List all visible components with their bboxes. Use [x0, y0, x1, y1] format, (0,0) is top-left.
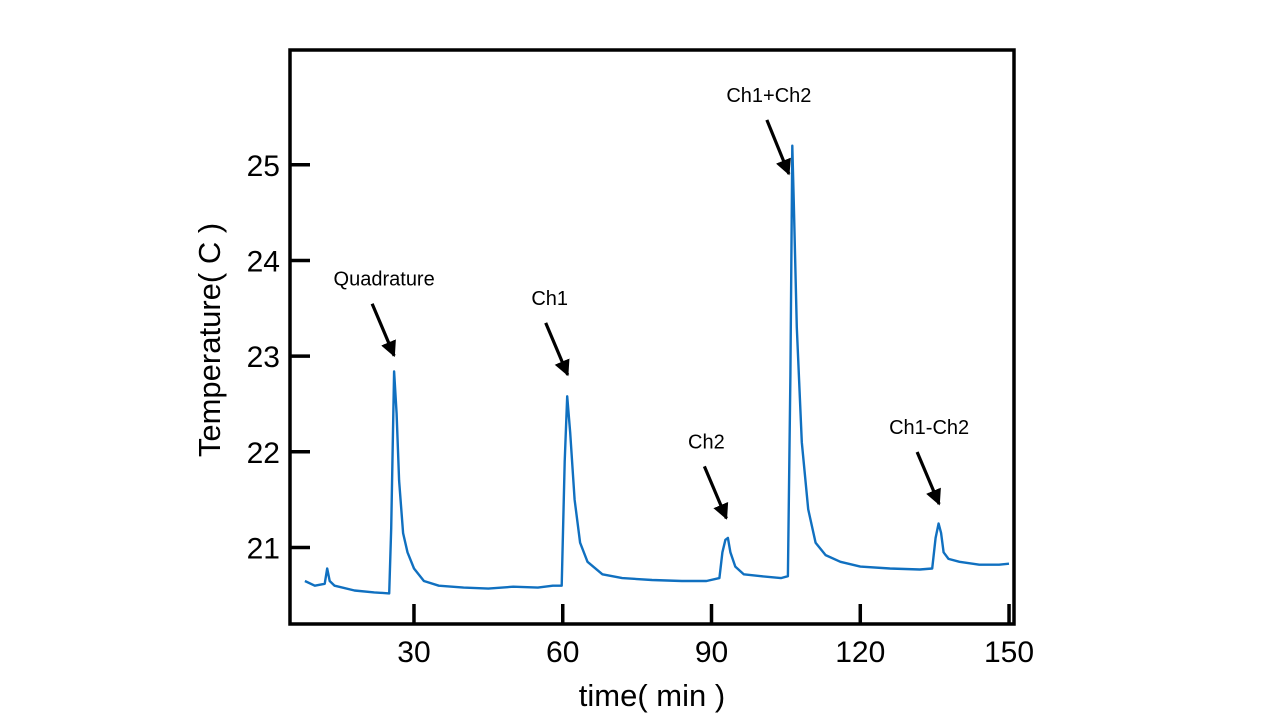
plot-frame: [288, 48, 1016, 626]
y-tick-label: 21: [247, 532, 280, 565]
x-tick-label: 120: [835, 636, 885, 669]
annotation-label: Quadrature: [334, 269, 435, 291]
annotation-label: Ch1+Ch2: [726, 85, 811, 107]
annotation-label: Ch1: [531, 288, 568, 310]
annotation-arrow: [915, 451, 941, 506]
y-tick-label: 24: [247, 245, 280, 278]
annotations: Quadrature Ch1 Ch2 Ch1+Ch2 Ch1-Ch2: [334, 85, 969, 520]
y-axis: 21 22 23 24 25: [247, 150, 310, 565]
series-line-temperature: [304, 144, 1010, 595]
y-tick-label: 25: [247, 150, 280, 183]
annotation-arrow: [765, 119, 791, 176]
annotation-arrow: [544, 322, 570, 377]
x-tick-label: 90: [695, 636, 728, 669]
y-tick-label: 22: [247, 437, 280, 470]
x-tick-label: 60: [546, 636, 579, 669]
annotation-label: Ch1-Ch2: [889, 417, 969, 439]
annotation-arrow: [370, 303, 396, 358]
y-axis-title: Temperature( C ): [192, 223, 227, 457]
x-tick-label: 30: [397, 636, 430, 669]
x-axis: 30 60 90 120 150: [397, 604, 1034, 669]
annotation-arrow: [702, 465, 729, 520]
x-axis-title: time( min ): [579, 678, 725, 713]
y-tick-label: 23: [247, 341, 280, 374]
annotation-label: Ch2: [688, 431, 725, 453]
x-tick-label: 150: [984, 636, 1034, 669]
